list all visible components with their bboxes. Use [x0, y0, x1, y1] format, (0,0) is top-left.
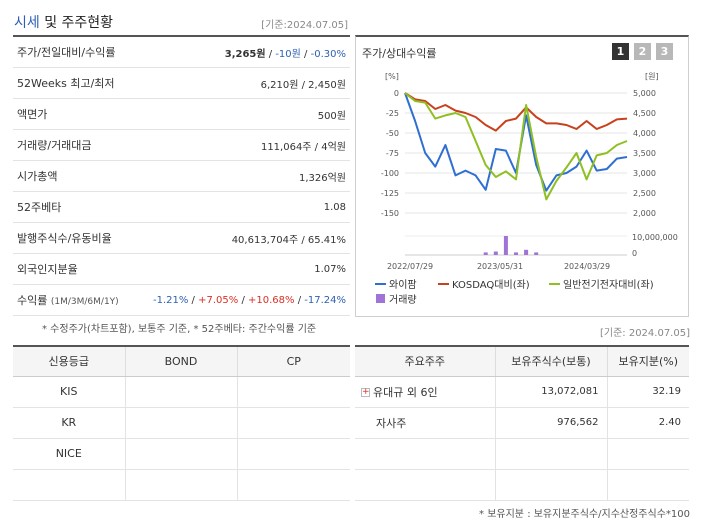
price-info-table: 주가/전일대비/수익률 3,265원 / -10원 / -0.30% 52Wee…	[13, 37, 350, 316]
legend-kosdaq[interactable]: KOSDAQ대비(좌)	[452, 279, 530, 291]
right-tick-label: 5,000	[633, 89, 656, 98]
share-footnote: * 보유지분 : 보유지분주식수/지수산정주식수*100	[479, 509, 690, 520]
right-tick-label: 4,000	[633, 129, 656, 138]
x-tick-label: 2023/05/31	[477, 262, 523, 271]
col-header-rating: 신용등급	[13, 346, 125, 377]
legend-volume[interactable]: 거래량	[389, 294, 417, 306]
right-axis-unit: [원]	[645, 72, 659, 81]
current-price: 3,265원	[224, 48, 266, 60]
table-header-row: 신용등급 BOND CP	[13, 346, 350, 377]
right-tick-label: 3,000	[633, 169, 656, 178]
table-row: + 유대규 외 6인 13,072,081 32.19	[355, 376, 689, 408]
table-row	[355, 438, 689, 470]
chart-title: 주가/상대수익률	[362, 47, 437, 60]
left-tick-label: -25	[386, 109, 399, 118]
price-chart: [%] [원] 0 -25 -50 -75 -100 -125 -150 5,000 4,50…	[375, 72, 678, 306]
info-row-beta: 52주베타 1.08	[13, 192, 350, 223]
info-row-volume: 거래량/거래대금 111,064주 / 4억원	[13, 130, 350, 161]
x-tick-label: 2024/03/29	[564, 262, 610, 271]
left-tick-label: -75	[386, 149, 399, 158]
volume-bar	[483, 252, 488, 255]
legend-swatch-volume	[376, 294, 385, 303]
chart-series	[404, 92, 628, 201]
legend-stock[interactable]: 와이팜	[389, 279, 417, 291]
volume-tick-bottom: 0	[632, 249, 637, 258]
table-row	[355, 469, 689, 501]
right-tick-label: 4,500	[633, 109, 656, 118]
info-row-par: 액면가 500원	[13, 99, 350, 130]
col-header-shares: 보유주식수(보통)	[494, 346, 607, 377]
price-change: -10원	[275, 48, 301, 60]
volume-tick-top: 10,000,000	[632, 233, 678, 242]
header-divider	[13, 35, 350, 37]
x-tick-label: 2022/07/29	[387, 262, 433, 271]
info-row-shares: 발행주식수/유동비율 40,613,704주 / 65.41%	[13, 223, 350, 254]
left-axis-unit: [%]	[385, 72, 399, 81]
chart-tab-1[interactable]: 1	[612, 43, 629, 60]
col-header-cp: CP	[236, 346, 350, 377]
right-tick-label: 2,000	[633, 209, 656, 218]
chart-tab-2[interactable]: 2	[634, 43, 651, 60]
table-header-row: 주요주주 보유주식수(보통) 보유지분(%)	[355, 346, 689, 377]
holder-name: 자사주	[376, 416, 407, 430]
left-tick-label: -150	[381, 209, 399, 218]
col-header-holder: 주요주주	[355, 346, 495, 377]
volume-bar	[534, 252, 539, 255]
kosdaq-line	[404, 92, 628, 132]
shareholder-table: 주요주주 보유주식수(보통) 보유지분(%) + 유대규 외 6인 13,072,…	[355, 345, 689, 501]
table-row: KIS	[13, 376, 350, 408]
left-tick-label: -125	[381, 189, 399, 198]
chart-tabs: 1 2 3	[612, 43, 673, 60]
info-row-price: 주가/전일대비/수익률 3,265원 / -10원 / -0.30%	[13, 37, 350, 68]
sector-line	[404, 92, 628, 201]
chart-legend: 와이팜 KOSDAQ대비(좌) 일반전기전자대비(좌) 거래량	[375, 279, 654, 306]
credit-rating-table: 신용등급 BOND CP KIS KR NICE	[13, 345, 350, 501]
legend-sector[interactable]: 일반전기전자대비(좌)	[563, 279, 654, 291]
chart-panel	[355, 35, 689, 317]
volume-bar	[514, 252, 518, 255]
section-title: 시세 및 주주현황	[14, 15, 114, 31]
left-tick-label: -100	[381, 169, 399, 178]
expand-icon[interactable]: +	[361, 387, 370, 397]
price-change-pct: -0.30%	[310, 48, 346, 60]
left-tick-label: 0	[394, 89, 399, 98]
col-header-pct: 보유지분(%)	[606, 346, 689, 377]
right-tick-label: 3,500	[633, 149, 656, 158]
info-row-52w: 52Weeks 최고/최저 6,210원 / 2,450원	[13, 68, 350, 99]
reference-date-2: [기준: 2024.07.05]	[599, 328, 690, 339]
table-row: NICE	[13, 438, 350, 470]
volume-bar	[524, 249, 529, 255]
reference-date: [기준:2024.07.05]	[261, 20, 348, 31]
col-header-bond: BOND	[124, 346, 237, 377]
info-row-foreign: 외국인지분율 1.07%	[13, 254, 350, 285]
table-row: KR	[13, 407, 350, 439]
chart-tab-3[interactable]: 3	[656, 43, 673, 60]
info-footnote: * 수정주가(차트포함), 보통주 기준, * 52주베타: 주간수익률 기준	[42, 324, 317, 335]
left-axis-ticks: 0 -25 -50 -75 -100 -125 -150	[381, 89, 399, 218]
info-row-mcap: 시가총액 1,326억원	[13, 161, 350, 192]
table-row: 자사주 976,562 2.40	[355, 407, 689, 439]
right-axis-ticks: 5,000 4,500 4,000 3,500 3,000 2,500 2,000	[633, 89, 656, 218]
x-axis-ticks: 2022/07/29 2023/05/31 2024/03/29	[387, 262, 610, 271]
volume-bars	[483, 236, 539, 255]
volume-bar	[503, 236, 508, 255]
holder-name: 유대규 외 6인	[373, 385, 438, 399]
right-tick-label: 2,500	[633, 189, 656, 198]
volume-bar	[493, 251, 498, 255]
left-tick-label: -50	[386, 129, 399, 138]
table-row	[13, 469, 350, 501]
info-row-return: 수익률 (1M/3M/6M/1Y) -1.21% / +7.05% / +10.…	[13, 285, 350, 316]
